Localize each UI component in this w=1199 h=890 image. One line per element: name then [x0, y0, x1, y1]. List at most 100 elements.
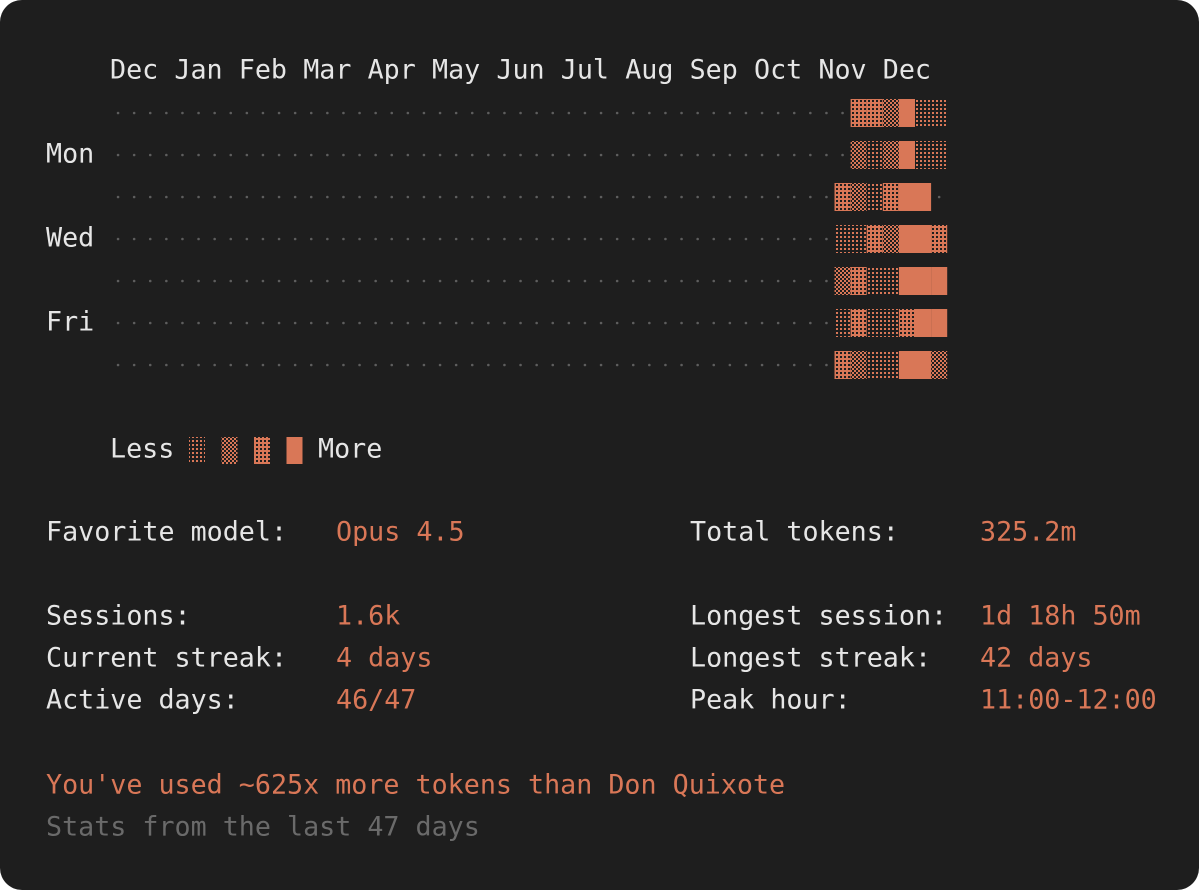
empty-cell [776, 153, 780, 157]
empty-cell [342, 195, 345, 199]
empty-cell [792, 153, 796, 157]
activity-cell [898, 141, 915, 169]
legend-more: More [318, 434, 382, 465]
stat-label: Active days: [46, 685, 239, 716]
activity-cell [915, 351, 932, 379]
empty-cell [358, 111, 361, 115]
empty-cell [229, 111, 233, 115]
empty-cell [519, 111, 522, 115]
empty-cell [567, 153, 571, 157]
empty-cell [165, 195, 168, 199]
empty-cell [712, 237, 716, 241]
empty-cell [245, 111, 249, 115]
empty-cell [213, 111, 216, 115]
empty-cell [148, 363, 152, 367]
empty-cell [809, 111, 812, 115]
empty-cell [470, 279, 474, 283]
empty-cell [583, 237, 587, 241]
empty-cell [648, 363, 651, 367]
empty-cell [245, 195, 249, 199]
empty-cell [712, 195, 716, 199]
month-label: Jun [496, 55, 544, 86]
empty-cell [728, 279, 732, 283]
empty-cell [213, 363, 216, 367]
empty-cell [487, 237, 490, 241]
empty-cell [165, 237, 168, 241]
empty-cell [615, 237, 619, 241]
empty-cell [760, 195, 764, 199]
empty-cell [422, 237, 426, 241]
activity-cell [866, 309, 883, 337]
empty-cell [197, 153, 200, 157]
empty-cell [438, 195, 442, 199]
activity-cell [850, 309, 867, 337]
empty-cell [132, 195, 136, 199]
empty-cell [648, 195, 651, 199]
legend-swatch [254, 437, 270, 464]
empty-cell [583, 279, 587, 283]
empty-cell [181, 237, 184, 241]
empty-cell [776, 279, 780, 283]
empty-cell [487, 321, 490, 325]
empty-cell [744, 279, 748, 283]
empty-cell [374, 237, 377, 241]
empty-cell [728, 237, 732, 241]
empty-cell [809, 363, 812, 367]
day-label: Fri [46, 307, 94, 338]
empty-cell [277, 321, 281, 325]
empty-cell [390, 279, 394, 283]
stat-value: 325.2m [980, 517, 1076, 548]
empty-cell [454, 321, 458, 325]
empty-cell [422, 279, 426, 283]
empty-cell [712, 111, 716, 115]
empty-cell [326, 153, 329, 157]
empty-cell [503, 153, 506, 157]
empty-cell [551, 237, 555, 241]
empty-cell [277, 237, 281, 241]
activity-cell [931, 99, 948, 127]
stat-label: Longest session: [690, 601, 947, 632]
empty-cell [792, 195, 796, 199]
empty-cell [438, 363, 442, 367]
empty-cell [470, 237, 474, 241]
empty-cell [760, 111, 764, 115]
month-label: Sep [690, 55, 738, 86]
month-label: Jul [561, 55, 609, 86]
empty-cell [197, 363, 200, 367]
activity-cell [931, 267, 948, 295]
empty-cell [487, 111, 490, 115]
empty-cell [261, 363, 265, 367]
empty-cell [744, 237, 748, 241]
activity-cell [866, 99, 883, 127]
empty-cell [261, 195, 265, 199]
empty-cell [293, 279, 297, 283]
empty-cell [277, 279, 281, 283]
empty-cell [197, 195, 200, 199]
activity-cell [898, 309, 915, 337]
stat-value: 1d 18h 50m [980, 601, 1141, 632]
legend-swatch [221, 437, 238, 464]
empty-cell [631, 363, 635, 367]
stat-label: Longest streak: [690, 643, 931, 674]
empty-cell [374, 321, 377, 325]
empty-cell [503, 279, 506, 283]
empty-cell [648, 279, 651, 283]
empty-cell [470, 111, 474, 115]
empty-cell [776, 237, 780, 241]
empty-cell [696, 111, 699, 115]
stat-label: Current streak: [46, 643, 287, 674]
empty-cell [680, 279, 683, 283]
empty-cell [342, 279, 345, 283]
empty-cell [261, 153, 265, 157]
empty-cell [181, 195, 184, 199]
empty-cell [406, 111, 410, 115]
empty-cell [567, 363, 571, 367]
empty-cell [519, 363, 522, 367]
empty-cell [519, 237, 522, 241]
empty-cell [792, 321, 796, 325]
empty-cell [390, 237, 394, 241]
empty-cell [583, 321, 587, 325]
empty-cell [760, 153, 764, 157]
empty-cell [551, 321, 555, 325]
empty-cell [503, 321, 506, 325]
